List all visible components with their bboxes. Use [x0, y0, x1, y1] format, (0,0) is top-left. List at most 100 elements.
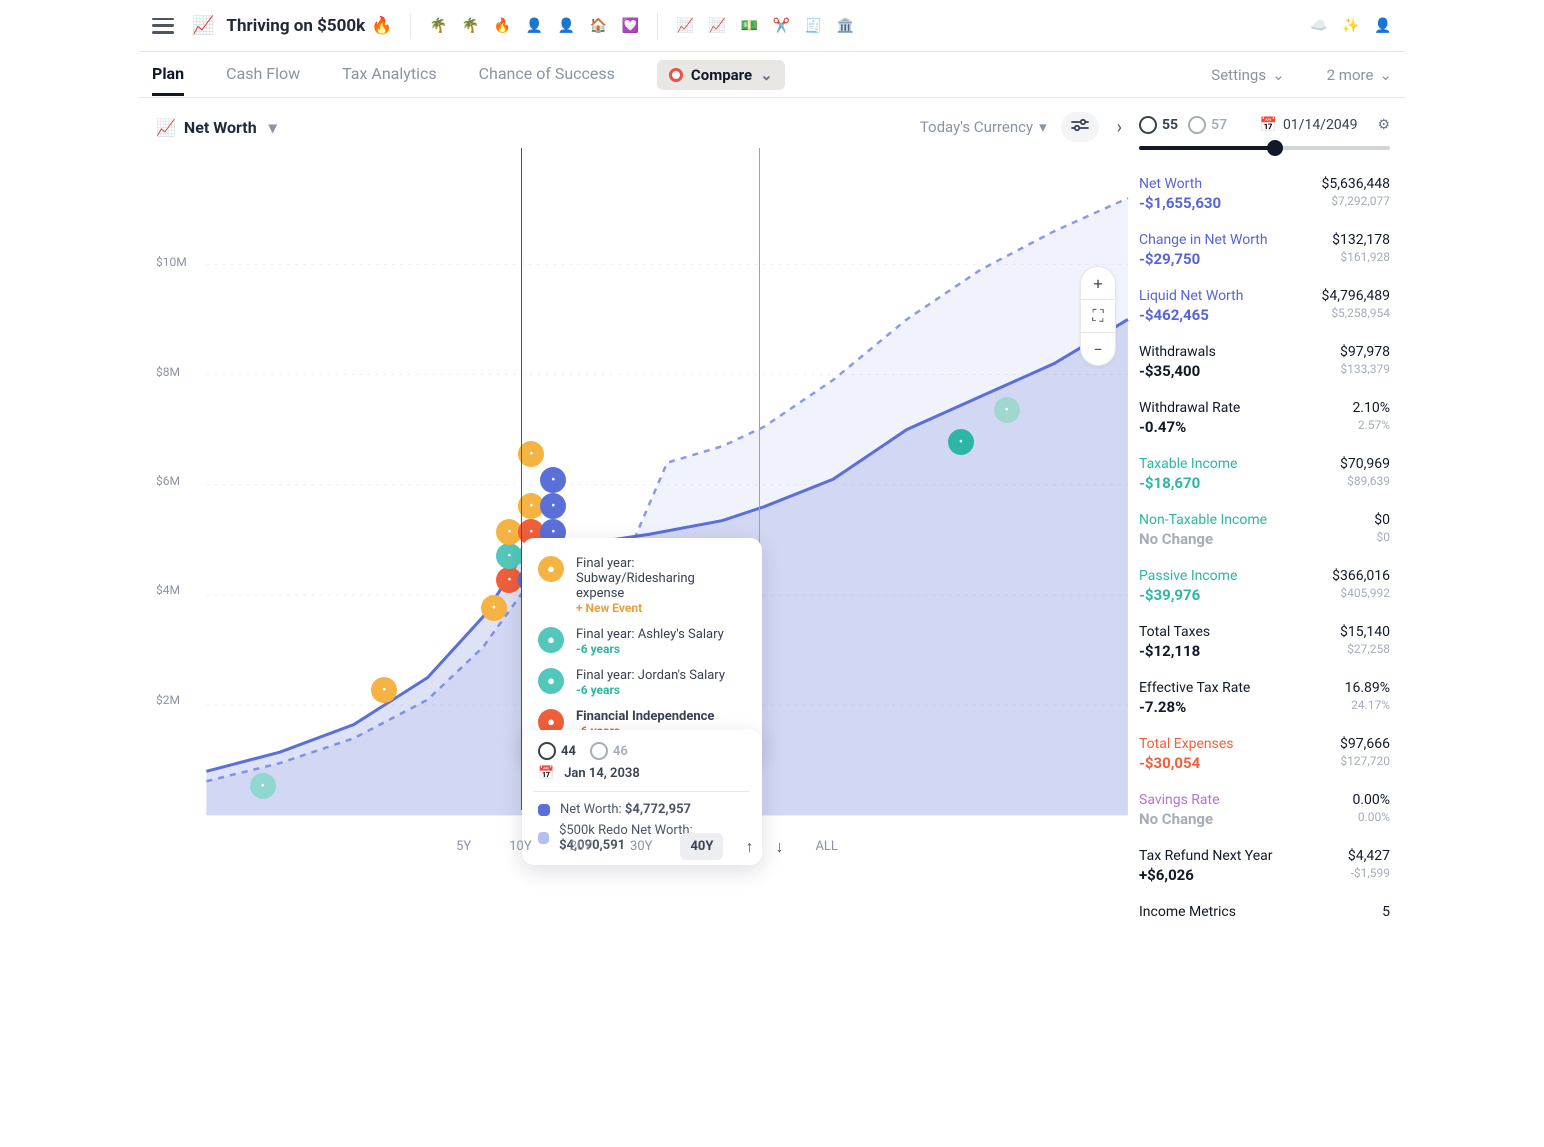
time-slider[interactable]	[1139, 146, 1390, 150]
metric-compare-value: $161,928	[1332, 250, 1390, 264]
metric-row[interactable]: Total Expenses -$30,054 $97,666 $127,720	[1139, 728, 1390, 782]
metric-row[interactable]: Savings Rate No Change 0.00% 0.00%	[1139, 784, 1390, 838]
shift-forward-button[interactable]: ↓	[775, 837, 783, 857]
metric-row[interactable]: Income Metrics 5	[1139, 896, 1390, 930]
series-1-label: Net Worth:	[560, 802, 622, 817]
bars-up-icon[interactable]: 📈	[676, 17, 694, 35]
topbar: 📈 Thriving on $500k 🔥 🌴 🌴 🔥 👤 👤 🏠 💟 📈 📈 💵 ✂️ 🧾 🏛️ ☁…	[138, 0, 1406, 52]
grad-icon[interactable]: •	[481, 595, 507, 621]
metric-value: $70,969	[1340, 456, 1390, 472]
gear-icon[interactable]: ⚙	[1377, 117, 1390, 133]
face-2-icon[interactable]: •	[994, 397, 1020, 423]
metric-label: Total Expenses	[1139, 736, 1234, 752]
time-range-30y[interactable]: 30Y	[620, 833, 662, 860]
compare-button[interactable]: Compare ⌄	[657, 60, 785, 90]
zoom-out-button[interactable]: −	[1080, 333, 1116, 365]
more-dropdown[interactable]: 2 more ⌄	[1327, 66, 1392, 84]
settings-dropdown[interactable]: Settings ⌄	[1211, 66, 1284, 84]
metric-row[interactable]: Change in Net Worth -$29,750 $132,178 $1…	[1139, 224, 1390, 278]
metrics-panel: 55 57 📅01/14/2049 ⚙ Net Worth -$1,655,63…	[1138, 98, 1406, 938]
metric-row[interactable]: Tax Refund Next Year +$6,026 $4,427 -$1,…	[1139, 840, 1390, 894]
event-title: Financial Independence	[576, 709, 714, 724]
menu-button[interactable]	[152, 18, 174, 34]
cloud-check-icon[interactable]: ☁️	[1310, 17, 1328, 35]
metric-compare-value: $5,258,954	[1322, 306, 1390, 320]
heart-rate-icon[interactable]: 💟	[621, 17, 639, 35]
metric-row[interactable]: Taxable Income -$18,670 $70,969 $89,639	[1139, 448, 1390, 502]
metric-row[interactable]: Withdrawals -$35,400 $97,978 $133,379	[1139, 336, 1390, 390]
side-age-2: 57	[1188, 116, 1227, 134]
tab-tax-analytics[interactable]: Tax Analytics	[342, 54, 436, 95]
next-button[interactable]: ›	[1113, 117, 1126, 138]
metric-row[interactable]: Non-Taxable Income No Change $0 $0	[1139, 504, 1390, 558]
person-2-icon[interactable]: 👤	[557, 17, 575, 35]
palm-2-icon[interactable]: 🌴	[461, 17, 479, 35]
face-icon	[1139, 116, 1157, 134]
piggy-icon[interactable]: •	[250, 773, 276, 799]
metric-compare-value: $27,258	[1340, 642, 1390, 656]
metric-row[interactable]: Withdrawal Rate -0.47% 2.10% 2.57%	[1139, 392, 1390, 446]
profile-icon[interactable]: 👤	[1374, 17, 1392, 35]
metric-value: 0.00%	[1352, 792, 1390, 808]
cash-x-icon[interactable]: 💵	[740, 17, 758, 35]
metric-delta: -0.47%	[1139, 418, 1240, 436]
event-popup[interactable]: ● Final year: Subway/Ridesharing expense…	[522, 538, 762, 756]
zoom-in-button[interactable]: +	[1080, 267, 1116, 299]
metric-delta: -$18,670	[1139, 474, 1237, 492]
currency-selector[interactable]: Today's Currency ▾	[920, 118, 1047, 136]
zoom-expand-button[interactable]: ⛶	[1080, 300, 1116, 332]
wand-icon[interactable]: ✨	[1342, 17, 1360, 35]
face-1-icon[interactable]: •	[948, 429, 974, 455]
metric-compare-value: $0	[1374, 530, 1390, 544]
bars-up-2-icon[interactable]: 📈	[708, 17, 726, 35]
metric-label: Passive Income	[1139, 568, 1237, 584]
metric-delta: -$1,655,630	[1139, 194, 1221, 212]
event-subtitle: + New Event	[576, 601, 746, 615]
metric-compare-value: $405,992	[1332, 586, 1390, 600]
target-date[interactable]: 📅01/14/2049	[1260, 117, 1358, 133]
metric-row[interactable]: Effective Tax Rate -7.28% 16.89% 24.17%	[1139, 672, 1390, 726]
side-age-1: 55	[1139, 116, 1178, 134]
tab-plan[interactable]: Plan	[152, 54, 184, 96]
face-icon	[1188, 116, 1206, 134]
shift-back-button[interactable]: ↑	[745, 837, 753, 857]
y-tick-label: $10M	[156, 255, 187, 269]
metric-label: Net Worth	[184, 118, 257, 137]
metric-row[interactable]: Total Taxes -$12,118 $15,140 $27,258	[1139, 616, 1390, 670]
chart-area[interactable]: $2M$4M$6M$8M$10M •••••••••••••••• + ⛶ − …	[156, 148, 1138, 868]
metric-compare-value: $127,720	[1340, 754, 1390, 768]
event-row[interactable]: ● Final year: Subway/Ridesharing expense…	[538, 550, 746, 621]
metric-row[interactable]: Passive Income -$39,976 $366,016 $405,99…	[1139, 560, 1390, 614]
event-row[interactable]: ● Final year: Ashley's Salary -6 years	[538, 621, 746, 662]
tab-cash-flow[interactable]: Cash Flow	[226, 54, 300, 95]
filter-button[interactable]	[1061, 112, 1099, 142]
time-range-all[interactable]: ALL	[805, 833, 847, 860]
metric-row[interactable]: Liquid Net Worth -$462,465 $4,796,489 $5…	[1139, 280, 1390, 334]
palm-1-icon[interactable]: 🌴	[429, 17, 447, 35]
house-plus-icon[interactable]: 🏠	[589, 17, 607, 35]
flame-icon[interactable]: 🔥	[493, 17, 511, 35]
time-range-20y[interactable]: 20Y	[560, 833, 602, 860]
metric-value: 16.89%	[1345, 680, 1390, 696]
time-range-10y[interactable]: 10Y	[499, 833, 541, 860]
scissors-icon[interactable]: ✂️	[772, 17, 790, 35]
person-1-icon[interactable]: 👤	[525, 17, 543, 35]
metric-compare-value: -$1,599	[1348, 866, 1390, 880]
slider-knob[interactable]	[1267, 140, 1283, 156]
tab-chance-of-success[interactable]: Chance of Success	[479, 54, 615, 95]
metric-label: Taxable Income	[1139, 456, 1237, 472]
time-range-40y[interactable]: 40Y	[680, 833, 723, 860]
metric-value: $4,427	[1348, 848, 1390, 864]
toolbar-icons-2: 📈 📈 💵 ✂️ 🧾 🏛️	[676, 17, 854, 35]
event-title: Final year: Subway/Ridesharing expense	[576, 556, 746, 601]
plan-title[interactable]: Thriving on $500k 🔥	[226, 16, 392, 36]
metric-row[interactable]: Net Worth -$1,655,630 $5,636,448 $7,292,…	[1139, 168, 1390, 222]
compare-active-indicator-icon	[669, 68, 683, 82]
bank-icon[interactable]: 🏛️	[836, 17, 854, 35]
receipt-icon[interactable]: 🧾	[804, 17, 822, 35]
time-range-5y[interactable]: 5Y	[446, 833, 481, 860]
metric-selector[interactable]: 📈 Net Worth ▾	[156, 118, 277, 137]
event-row[interactable]: ● Final year: Jordan's Salary -6 years	[538, 662, 746, 703]
chevron-down-icon: ⌄	[1272, 66, 1285, 84]
metric-label: Withdrawals	[1139, 344, 1216, 360]
